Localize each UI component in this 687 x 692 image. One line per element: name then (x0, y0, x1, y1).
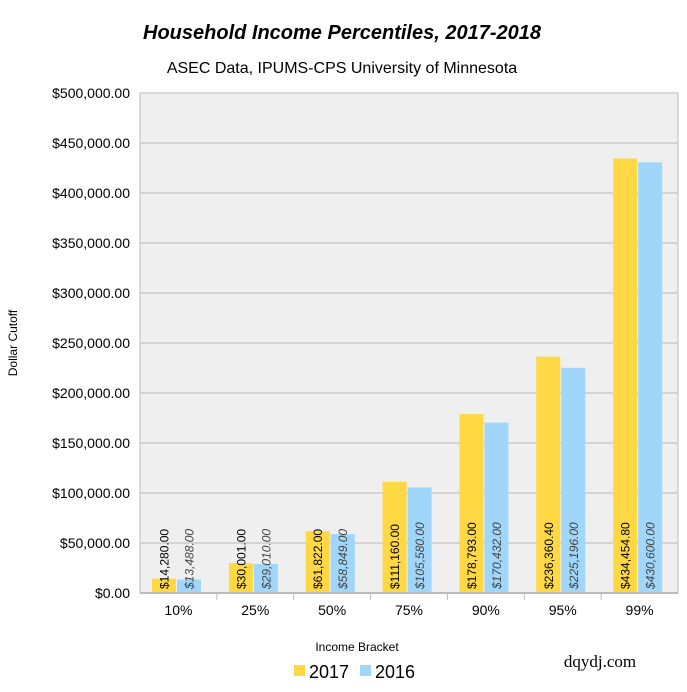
bar-2016-10% (177, 579, 201, 593)
bar-2017-10% (152, 578, 176, 593)
watermark: dqydj.com (564, 652, 636, 671)
x-tick-label: 25% (241, 602, 269, 618)
bar-2017-50% (305, 531, 330, 593)
bar-2017-99% (613, 158, 638, 593)
bar-2016-95% (561, 367, 586, 593)
data-label: $170,432.00 (490, 522, 504, 590)
y-axis-label: Dollar Cutoff (6, 309, 20, 376)
bar-2017-95% (536, 356, 561, 593)
chart-title: Household Income Percentiles, 2017-2018 (143, 22, 542, 44)
data-label: $14,280.00 (158, 529, 172, 589)
y-tick-label: $100,000.00 (52, 485, 130, 501)
legend-swatch-2016 (360, 665, 371, 676)
bar-2016-99% (638, 162, 663, 593)
data-label: $30,001.00 (234, 529, 248, 589)
data-label: $111,160.00 (388, 524, 402, 589)
x-axis-label: Income Bracket (315, 640, 399, 654)
data-label: $236,360.40 (542, 522, 556, 589)
legend-label-2016: 2016 (375, 662, 415, 682)
chart-subtitle: ASEC Data, IPUMS-CPS University of Minne… (167, 60, 517, 77)
data-label: $61,822.00 (311, 529, 325, 589)
y-tick-label: $450,000.00 (52, 135, 130, 151)
x-tick-label: 90% (472, 602, 500, 618)
y-tick-label: $50,000.00 (60, 535, 130, 551)
data-label: $178,793.00 (465, 522, 479, 589)
data-label: $58,849.00 (336, 529, 350, 590)
legend-swatch-2017 (294, 665, 305, 676)
x-tick-label: 99% (626, 602, 654, 618)
data-label: $29,010.00 (259, 529, 273, 590)
x-tick-label: 95% (549, 602, 577, 618)
bar-2016-90% (484, 422, 509, 593)
bar-2016-75% (407, 487, 432, 593)
bar-2016-25% (253, 563, 278, 593)
y-tick-label: $300,000.00 (52, 285, 130, 301)
y-tick-label: $0.00 (95, 585, 130, 601)
legend-label-2017: 2017 (309, 662, 349, 682)
data-label: $430,600.00 (644, 522, 658, 590)
y-tick-label: $500,000.00 (52, 85, 130, 101)
x-tick-label: 10% (164, 602, 192, 618)
y-tick-label: $400,000.00 (52, 185, 130, 201)
bar-2016-50% (330, 534, 355, 593)
y-tick-label: $150,000.00 (52, 435, 130, 451)
x-tick-label: 50% (318, 602, 346, 618)
bar-2017-25% (228, 562, 253, 593)
data-label: $13,488.00 (183, 529, 197, 590)
data-label: $225,196.00 (567, 522, 581, 590)
data-label: $434,454.80 (619, 522, 633, 589)
y-tick-label: $350,000.00 (52, 235, 130, 251)
bar-2017-90% (459, 414, 484, 593)
x-tick-label: 75% (395, 602, 423, 618)
data-label: $105,580.00 (413, 522, 427, 590)
bar-2017-75% (382, 481, 407, 593)
y-tick-label: $200,000.00 (52, 385, 130, 401)
y-tick-label: $250,000.00 (52, 335, 130, 351)
